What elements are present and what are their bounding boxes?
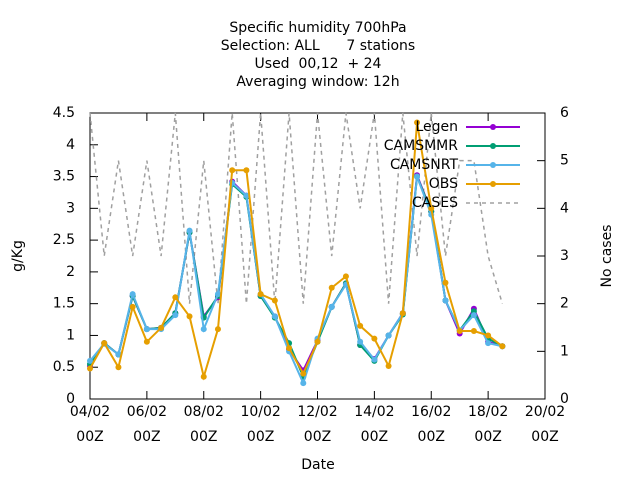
- series-point: [414, 119, 421, 126]
- y-tick-label: 2: [66, 264, 75, 280]
- chart-title: Selection: ALL 7 stations: [221, 38, 415, 54]
- legend-label: Legen: [415, 119, 458, 135]
- x-tick-label: 16/02 00Z: [411, 404, 451, 445]
- series-point: [357, 338, 364, 345]
- y2-tick-label: 2: [560, 296, 569, 312]
- series-point: [385, 332, 392, 339]
- series-point: [300, 380, 307, 387]
- series-point: [328, 284, 335, 291]
- x-tick-label: 10/02 00Z: [240, 404, 280, 445]
- series-point: [186, 313, 193, 320]
- series-point: [385, 362, 392, 369]
- series-point: [229, 167, 236, 174]
- chart-title: Used 00,12 + 24: [255, 56, 382, 72]
- x-tick-label: 08/02 00Z: [184, 404, 224, 445]
- series-point: [200, 373, 207, 380]
- series-point: [172, 294, 179, 301]
- series-point: [243, 167, 250, 174]
- series-point: [485, 340, 492, 347]
- x-tick-label: 12/02 00Z: [297, 404, 337, 445]
- series-point: [158, 324, 165, 331]
- y-tick-label: 2.5: [53, 232, 75, 248]
- series-point: [143, 326, 150, 333]
- series-point: [357, 322, 364, 329]
- x-tick-label: 06/02 00Z: [127, 404, 167, 445]
- y-tick-label: 3: [66, 200, 75, 216]
- y2-tick-label: 3: [560, 248, 569, 264]
- series-line: [89, 122, 503, 381]
- series-point: [243, 192, 250, 199]
- series-point: [129, 291, 136, 298]
- series-point: [442, 279, 449, 286]
- series-point: [101, 340, 108, 347]
- chart-title: Averaging window: 12h: [236, 74, 399, 90]
- legend-label: CASES: [412, 195, 458, 211]
- series-point: [456, 327, 463, 334]
- series-point: [87, 357, 93, 364]
- x-tick-label: 20/02 00Z: [525, 404, 565, 445]
- series-point: [485, 332, 492, 339]
- series-point: [428, 205, 435, 212]
- y-tick-label: 0.5: [53, 359, 75, 375]
- legend-label: OBS: [429, 176, 458, 192]
- y-tick-label: 4.5: [53, 105, 75, 121]
- series-point: [371, 356, 378, 363]
- series-point: [470, 327, 477, 334]
- legend-marker: [490, 124, 496, 130]
- series-point: [286, 345, 293, 352]
- series-point: [115, 351, 122, 358]
- series-point: [399, 310, 406, 317]
- legend-label: CAMSNRT: [390, 157, 459, 173]
- x-axis-label: Date: [301, 457, 334, 473]
- chart-title: Specific humidity 700hPa: [229, 20, 406, 36]
- y2-tick-label: 1: [560, 343, 569, 359]
- legend-label: CAMSMMR: [384, 138, 458, 154]
- y2-tick-label: 6: [560, 105, 569, 121]
- series-point: [214, 326, 221, 333]
- series-point: [172, 312, 179, 319]
- series-point: [442, 297, 449, 304]
- legend-marker: [490, 181, 496, 187]
- legend-marker: [490, 162, 496, 168]
- y2-tick-label: 5: [560, 153, 569, 169]
- series-point: [257, 291, 264, 298]
- y-tick-label: 1: [66, 327, 75, 343]
- series-point: [186, 227, 193, 234]
- y-tick-label: 1.5: [53, 296, 75, 312]
- series-point: [271, 313, 278, 320]
- series-point: [342, 273, 349, 280]
- series-line: [89, 112, 504, 304]
- series-point: [271, 297, 278, 304]
- legend-marker: [490, 143, 496, 149]
- x-tick-label: 04/02 00Z: [70, 404, 110, 445]
- y2-axis-label: No cases: [599, 225, 615, 288]
- y-axis-label: g/Kg: [10, 240, 26, 272]
- series-point: [414, 173, 421, 180]
- y-tick-label: 3.5: [53, 169, 75, 185]
- series-point: [328, 303, 335, 310]
- series-point: [143, 338, 150, 345]
- series-point: [300, 370, 307, 377]
- x-tick-label: 14/02 00Z: [354, 404, 394, 445]
- series-point: [214, 291, 221, 298]
- series-point: [470, 312, 477, 319]
- x-tick-label: 18/02 00Z: [468, 404, 508, 445]
- series-point: [87, 365, 93, 372]
- series-point: [371, 335, 378, 342]
- series-point: [314, 338, 321, 345]
- y-tick-label: 4: [66, 137, 75, 153]
- series-point: [129, 303, 136, 310]
- series-point: [115, 364, 122, 371]
- series-point: [499, 343, 506, 350]
- y2-tick-label: 4: [560, 200, 569, 216]
- y-tick-label: 0: [66, 391, 75, 407]
- y2-tick-label: 0: [560, 391, 569, 407]
- series-point: [200, 326, 207, 333]
